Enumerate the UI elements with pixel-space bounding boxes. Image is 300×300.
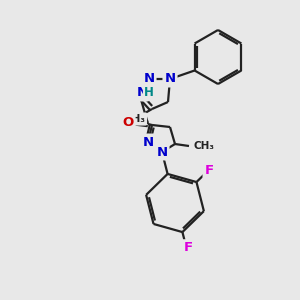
Text: F: F: [205, 164, 214, 177]
Text: H: H: [144, 86, 154, 100]
Text: N: N: [156, 146, 168, 158]
Text: O: O: [122, 116, 134, 128]
Text: CH₃: CH₃: [194, 141, 215, 151]
Text: CH₃: CH₃: [124, 114, 146, 124]
Text: N: N: [143, 71, 155, 85]
Text: F: F: [184, 241, 193, 254]
Text: N: N: [142, 136, 154, 148]
Text: N: N: [136, 86, 148, 100]
Text: N: N: [164, 73, 175, 85]
